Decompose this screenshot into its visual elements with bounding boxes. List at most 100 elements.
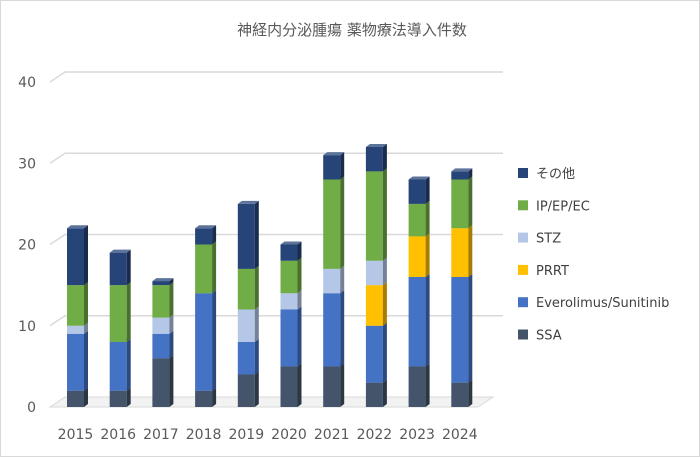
bar-2023-IP/EP/EC (408, 200, 430, 237)
legend-label: Everolimus/Sunitinib (536, 296, 669, 311)
y-axis-ticks: 0 10 20 30 40 (18, 75, 36, 416)
bar-front (365, 171, 383, 261)
bar-2015-IP/EP/EC (67, 282, 88, 326)
bar-2024-SSA (451, 379, 473, 407)
bar-2019-SSA (237, 371, 259, 407)
y-tick-label: 0 (27, 400, 36, 416)
bar-front (237, 268, 255, 310)
bar-side (126, 249, 131, 286)
x-tick-label: 2017 (143, 427, 179, 443)
bar-front (323, 268, 341, 294)
bar-2021-Everolimus/Sunitinib (323, 290, 345, 367)
bar-stack-2022 (365, 144, 387, 407)
bar-front (408, 203, 426, 237)
bar-side (212, 387, 217, 407)
bar-2019-IP/EP/EC (237, 265, 259, 310)
bar-front (195, 293, 213, 391)
bar-side (468, 176, 473, 229)
bar-stack-2018 (195, 225, 217, 407)
bar-front (365, 285, 383, 326)
bar-side (84, 387, 88, 407)
bar-2015-SSA (67, 387, 88, 407)
legend-label: IP/EP/EC (536, 199, 590, 214)
bar-2016-Everolimus/Sunitinib (109, 339, 131, 391)
bar-side (340, 152, 345, 180)
legend-item: SSA (518, 329, 562, 344)
bar-2024-Everolimus/Sunitinib (451, 274, 473, 383)
bar-2021-SSA (323, 363, 345, 407)
bar-front (237, 309, 255, 342)
bar-front (195, 228, 213, 245)
gridline (49, 152, 503, 164)
x-tick-label: 2018 (186, 427, 222, 443)
bar-side (126, 282, 131, 342)
legend-item: STZ (518, 232, 561, 247)
bar-2015-その他 (67, 225, 88, 286)
bar-side (340, 290, 345, 367)
bar-2016-IP/EP/EC (109, 282, 131, 342)
bar-front (365, 147, 383, 172)
bar-top (323, 152, 345, 156)
bar-front (67, 333, 84, 391)
bar-stack-2024 (451, 168, 473, 407)
bar-2023-Everolimus/Sunitinib (408, 274, 430, 367)
bar-2019-Everolimus/Sunitinib (237, 339, 259, 375)
legend-item: Everolimus/Sunitinib (518, 296, 669, 311)
bar-front (451, 179, 469, 229)
y-tick-label: 30 (18, 156, 36, 172)
bar-2023-PRRT (408, 233, 430, 277)
bar-2016-その他 (109, 249, 131, 286)
bar-side (425, 363, 430, 407)
bar-front (67, 285, 84, 326)
bar-side (340, 363, 345, 407)
bar-side (425, 200, 430, 237)
bar-front (280, 309, 298, 367)
legend-item: その他 (518, 167, 575, 182)
gridline (49, 315, 503, 327)
bar-front (408, 366, 426, 407)
bar-side (468, 225, 473, 277)
bar-side (169, 314, 174, 334)
legend-swatch (518, 168, 528, 178)
chart-title: 神経内分泌腫瘍 薬物療法導入件数 (237, 21, 467, 39)
bar-2021-その他 (323, 152, 345, 180)
bar-2021-STZ (323, 265, 345, 294)
bar-2023-その他 (408, 176, 430, 204)
bar-side (425, 274, 430, 367)
bar-front (237, 342, 255, 375)
bar-side (84, 330, 88, 391)
bar-side (425, 176, 430, 204)
bar-top (451, 168, 473, 172)
bar-front (109, 252, 127, 286)
legend-swatch (518, 200, 528, 211)
bar-side (468, 168, 473, 180)
bar-side (468, 379, 473, 407)
bar-front (323, 293, 341, 367)
bars (67, 144, 473, 407)
bar-front (67, 228, 84, 286)
bar-side (254, 339, 259, 375)
bar-side (382, 282, 387, 326)
x-tick-label: 2016 (100, 427, 136, 443)
bar-stack-2023 (408, 176, 430, 407)
bar-side (169, 278, 174, 286)
bar-front (451, 228, 469, 277)
bar-front (280, 260, 298, 294)
bar-front (365, 325, 383, 383)
bar-2024-PRRT (451, 225, 473, 277)
bar-side (84, 322, 88, 334)
y-tick-label: 10 (18, 319, 36, 335)
bar-2017-Everolimus/Sunitinib (152, 330, 174, 359)
bar-stack-2020 (280, 241, 302, 407)
bar-front (237, 374, 255, 407)
legend-swatch (518, 297, 528, 308)
bar-front (323, 155, 341, 180)
bar-stack-2017 (152, 278, 174, 407)
legend-item: IP/EP/EC (518, 199, 590, 214)
bar-2022-SSA (365, 379, 387, 407)
bar-side (212, 290, 217, 391)
bar-side (254, 265, 259, 310)
bar-side (169, 355, 174, 407)
bar-2019-STZ (237, 306, 259, 342)
